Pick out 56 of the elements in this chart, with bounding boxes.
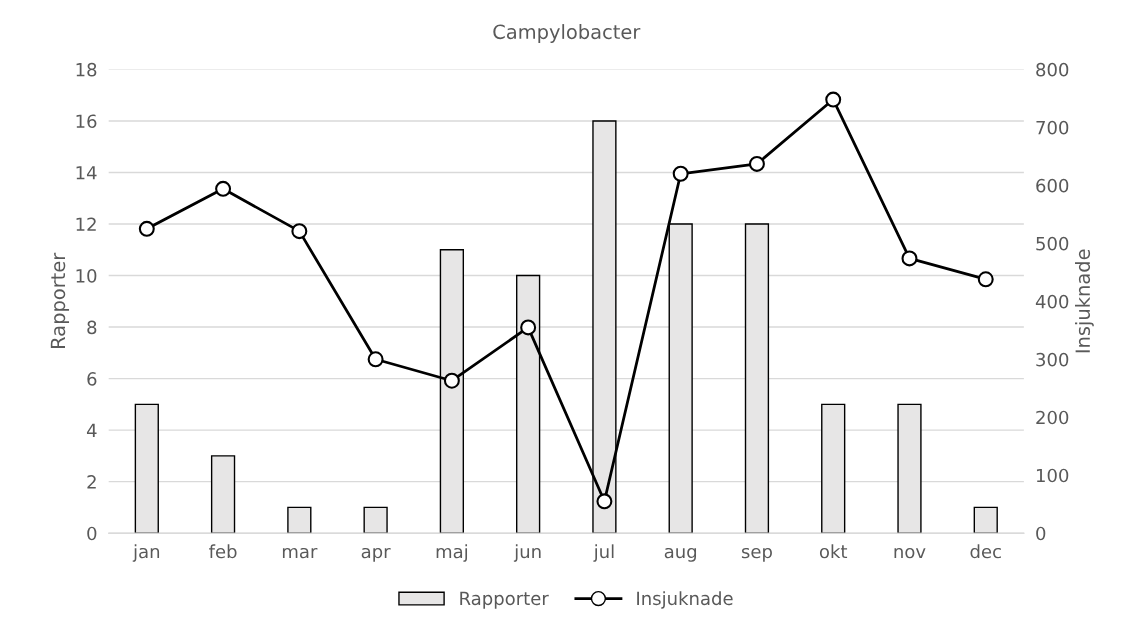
x-tick-label: sep <box>741 547 772 562</box>
chart-title: Campylobacter <box>493 24 641 43</box>
point <box>215 180 232 197</box>
y-tick-label: 18 <box>76 62 97 77</box>
bar <box>287 506 312 534</box>
y-tick-label: 10 <box>76 269 97 283</box>
y-tick-label: 0 <box>87 526 97 541</box>
y2-tick-label: 600 <box>1036 178 1069 193</box>
point <box>367 351 384 368</box>
x-tick-label: feb <box>209 544 237 559</box>
x-tick-label: apr <box>361 547 391 562</box>
y2-tick-label: 300 <box>1036 352 1069 367</box>
point <box>520 319 537 336</box>
y2-tick-label: 500 <box>1036 236 1069 251</box>
legend-label: Insjuknade <box>637 591 733 609</box>
point <box>138 220 155 237</box>
point <box>977 271 994 288</box>
y2-tick-label: 0 <box>1036 526 1046 541</box>
y-axis-title: Rapporter <box>50 252 70 348</box>
y-tick-label: 2 <box>87 475 96 489</box>
x-tick-label: jun <box>513 544 541 562</box>
y-tick-label: 8 <box>87 320 97 335</box>
x-tick-label: nov <box>894 547 926 559</box>
y-tick-label: 16 <box>76 114 97 129</box>
y-tick-label: 4 <box>86 423 97 437</box>
point <box>748 155 765 172</box>
x-tick-label: aug <box>664 547 697 562</box>
point <box>672 165 689 182</box>
x-tick-label: jul <box>593 544 614 562</box>
x-tick-label: okt <box>819 544 848 559</box>
y2-tick-label: 200 <box>1036 410 1069 425</box>
point <box>596 493 613 510</box>
bar <box>744 223 770 534</box>
bar <box>973 506 998 534</box>
x-tick-label: maj <box>436 544 468 562</box>
y2-tick-label: 400 <box>1035 294 1069 309</box>
y2-axis-title: Insjuknade <box>1075 249 1094 353</box>
bar <box>363 506 388 534</box>
legend-label: Rapporter <box>460 591 549 609</box>
bar <box>821 403 846 534</box>
point <box>443 372 460 389</box>
point <box>825 91 842 108</box>
y2-tick-label: 800 <box>1036 62 1069 77</box>
bar <box>210 455 236 534</box>
point <box>291 223 308 240</box>
x-tick-label: jan <box>132 544 160 562</box>
x-tick-label: mar <box>282 547 318 559</box>
y2-tick-label: 100 <box>1036 468 1069 483</box>
point <box>901 250 918 267</box>
y2-tick-label: 700 <box>1036 120 1069 135</box>
y-tick-label: 14 <box>76 166 97 180</box>
x-tick-label: dec <box>970 544 1001 559</box>
bar <box>897 403 922 534</box>
y-tick-label: 12 <box>76 217 96 231</box>
bar <box>134 403 159 534</box>
y-tick-label: 6 <box>87 372 97 386</box>
